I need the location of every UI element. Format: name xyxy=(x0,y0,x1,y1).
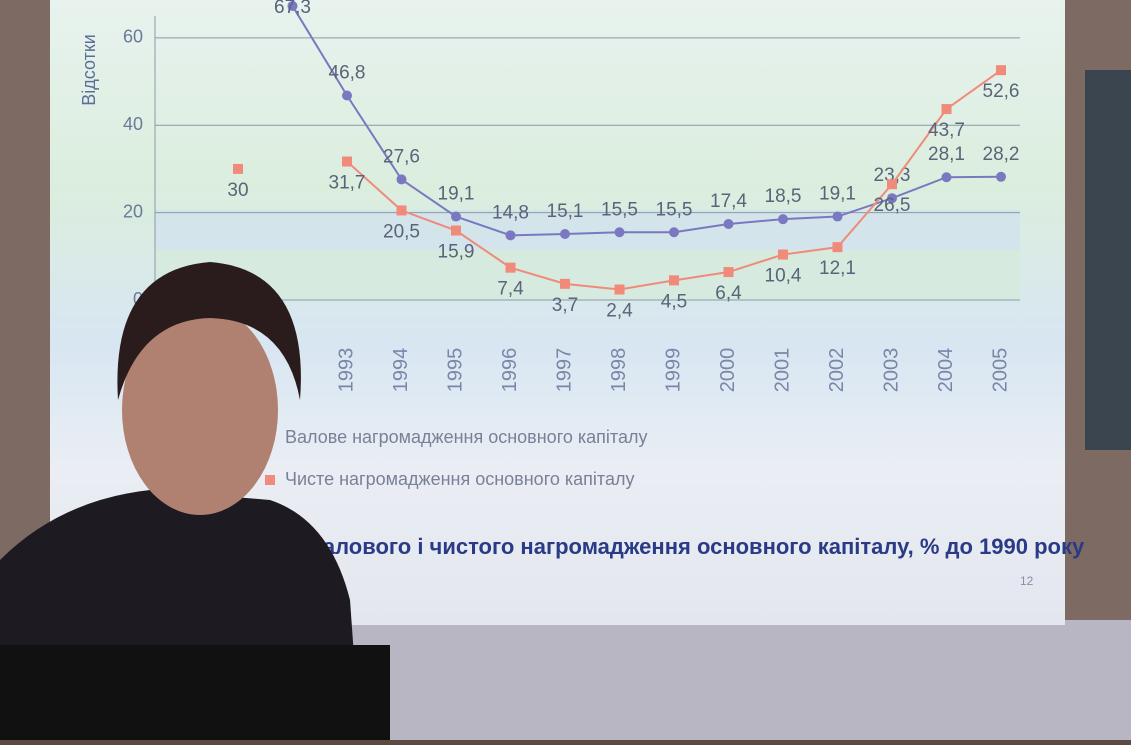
point xyxy=(724,219,734,229)
x-tick-label: 2004 xyxy=(935,348,957,393)
data-label: 26,5 xyxy=(874,195,911,216)
point xyxy=(833,212,843,222)
x-tick-label: 2005 xyxy=(989,348,1011,393)
x-tick-label: 2000 xyxy=(717,348,739,393)
x-tick-label: 1995 xyxy=(444,348,466,393)
point xyxy=(342,91,352,101)
point xyxy=(778,250,788,260)
y-axis-label: Відсотки xyxy=(79,34,99,106)
point xyxy=(778,214,788,224)
data-label: 31,7 xyxy=(329,173,366,194)
x-tick-label: 2001 xyxy=(771,348,793,393)
data-label: 52,6 xyxy=(983,81,1020,102)
point xyxy=(560,279,570,289)
data-label: 15,9 xyxy=(438,242,475,263)
chart: Відсотки Індекси зміни валового і чистог… xyxy=(0,0,1131,740)
plot-band xyxy=(155,250,1020,300)
legend-label: Валове нагромадження основного капіталу xyxy=(285,427,647,447)
point xyxy=(996,65,1006,75)
data-label: 19,1 xyxy=(819,184,856,205)
laptop xyxy=(0,645,390,740)
point xyxy=(615,227,625,237)
x-tick-label: 1994 xyxy=(390,348,412,393)
data-label: 19,1 xyxy=(438,184,475,205)
data-label: 17,4 xyxy=(710,191,747,212)
data-label: 2,4 xyxy=(606,301,633,322)
point xyxy=(506,263,516,273)
data-label: 3,7 xyxy=(552,295,578,316)
data-label: 14,8 xyxy=(492,202,529,223)
data-label: 15,1 xyxy=(547,201,584,222)
point xyxy=(397,174,407,184)
data-label: 4,5 xyxy=(661,291,687,312)
picture-frame xyxy=(1085,70,1131,450)
point xyxy=(397,205,407,215)
point xyxy=(451,226,461,236)
point xyxy=(942,172,952,182)
data-label: 6,4 xyxy=(715,283,742,304)
x-tick-label: 1993 xyxy=(335,348,357,393)
data-label: 28,1 xyxy=(928,144,965,165)
point xyxy=(942,104,952,114)
y-tick-label: 40 xyxy=(123,114,143,134)
data-label: 18,5 xyxy=(765,186,802,207)
data-label: 20,5 xyxy=(383,221,420,242)
point xyxy=(996,172,1006,182)
point xyxy=(887,179,897,189)
point xyxy=(233,164,243,174)
x-tick-label: 1999 xyxy=(662,348,684,393)
point xyxy=(506,230,516,240)
point xyxy=(615,285,625,295)
legend-marker xyxy=(265,475,275,485)
slide-number: 12 xyxy=(1020,574,1034,588)
data-label: 10,4 xyxy=(765,266,802,287)
data-label: 7,4 xyxy=(497,279,524,300)
x-tick-label: 1996 xyxy=(499,348,521,393)
point xyxy=(560,229,570,239)
legend-label: Чисте нагромадження основного капіталу xyxy=(285,469,634,489)
point xyxy=(669,227,679,237)
point xyxy=(342,156,352,166)
y-tick-label: 20 xyxy=(123,201,143,221)
data-label: 30 xyxy=(227,180,248,201)
data-label: 46,8 xyxy=(329,63,366,84)
y-tick-label: 60 xyxy=(123,27,143,47)
data-label: 15,5 xyxy=(656,199,693,220)
point xyxy=(833,242,843,252)
data-label: 43,7 xyxy=(928,120,965,141)
page: Відсотки Індекси зміни валового і чистог… xyxy=(0,0,1131,740)
point xyxy=(724,267,734,277)
data-label: 27,6 xyxy=(383,146,420,167)
x-tick-label: 2003 xyxy=(880,348,902,393)
data-label: 15,5 xyxy=(601,199,638,220)
point xyxy=(669,275,679,285)
point xyxy=(451,212,461,222)
x-tick-label: 2002 xyxy=(826,348,848,393)
x-tick-label: 1998 xyxy=(608,348,630,393)
data-label: 28,2 xyxy=(983,144,1020,165)
data-label: 12,1 xyxy=(819,258,856,279)
x-tick-label: 1997 xyxy=(553,348,575,393)
data-label: 67,3 xyxy=(274,0,311,18)
